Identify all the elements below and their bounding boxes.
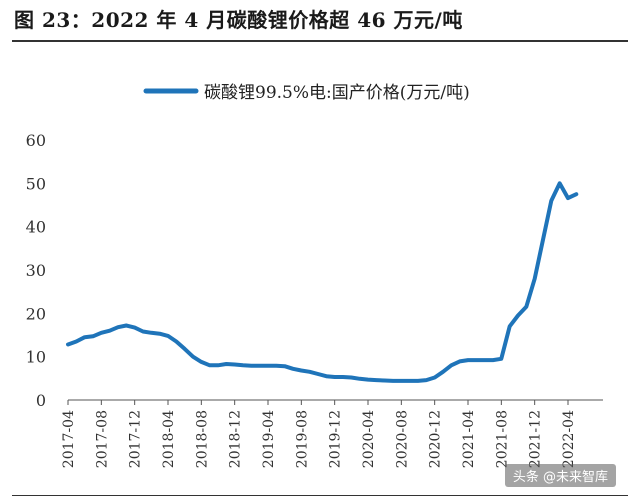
x-tick-label: 2017-04 — [61, 410, 77, 468]
plot-area — [66, 181, 579, 383]
x-tick-label: 2018-08 — [194, 410, 210, 468]
y-tick-label: 30 — [26, 261, 46, 280]
title-divider — [12, 40, 628, 42]
y-axis: 0 10 20 30 40 50 60 — [26, 131, 46, 410]
x-tick-label: 2019-08 — [294, 410, 310, 468]
x-tick-label: 2019-12 — [328, 410, 344, 468]
x-axis: 2017-04 2017-08 2017-12 2018-04 2018-08 2018-… — [61, 399, 603, 468]
figure-title: 图 23：2022 年 4 月碳酸锂价格超 46 万元/吨 — [14, 8, 463, 32]
x-tick-label: 2021-12 — [528, 410, 544, 468]
x-tick-label: 2018-12 — [228, 410, 244, 468]
y-tick-label: 20 — [26, 304, 46, 323]
bottom-divider — [12, 495, 628, 496]
x-tick-label: 2021-08 — [494, 410, 510, 468]
x-tick-label: 2022-04 — [561, 410, 577, 468]
watermark: 头条 @未来智库 — [504, 464, 616, 487]
legend-label: 碳酸锂99.5%电:国产价格(万元/吨) — [204, 83, 470, 103]
x-tick-label: 2020-04 — [361, 410, 377, 468]
x-tick-label: 2021-04 — [461, 410, 477, 468]
x-tick-label: 2019-04 — [261, 410, 277, 468]
y-tick-label: 0 — [36, 391, 46, 410]
series-line — [66, 181, 579, 383]
x-tick-label: 2018-04 — [161, 410, 177, 468]
x-tick-label: 2017-08 — [94, 410, 110, 468]
legend: 碳酸锂99.5%电:国产价格(万元/吨) — [143, 83, 470, 103]
y-tick-label: 50 — [26, 174, 46, 193]
x-tick-label: 2020-12 — [428, 410, 444, 468]
x-tick-label: 2017-12 — [128, 410, 144, 468]
y-tick-label: 60 — [26, 131, 46, 150]
y-tick-label: 40 — [26, 218, 46, 237]
y-tick-label: 10 — [26, 348, 46, 367]
x-tick-label: 2020-08 — [394, 410, 410, 468]
